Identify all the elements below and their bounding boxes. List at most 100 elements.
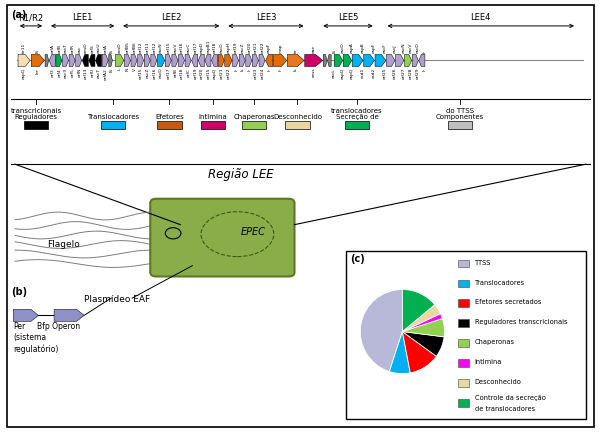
Text: lr: lr — [248, 68, 251, 71]
Polygon shape — [102, 54, 108, 67]
Text: lr: lr — [423, 50, 426, 53]
Text: Componentes: Componentes — [436, 114, 484, 120]
Polygon shape — [205, 54, 211, 67]
Wedge shape — [403, 289, 435, 332]
Polygon shape — [54, 309, 84, 321]
Text: orfB6: orfB6 — [133, 41, 136, 53]
Text: orf28: orf28 — [409, 68, 413, 79]
Text: IS: IS — [109, 49, 113, 53]
Text: LEE5: LEE5 — [338, 13, 358, 22]
Text: L: L — [118, 68, 121, 70]
Polygon shape — [198, 54, 204, 67]
Polygon shape — [287, 54, 304, 67]
Text: orf21: orf21 — [220, 68, 224, 79]
Bar — [458, 379, 469, 387]
Text: escD: escD — [159, 68, 163, 79]
Text: espQ: espQ — [350, 68, 353, 79]
Bar — [448, 121, 472, 129]
Polygon shape — [419, 54, 425, 67]
Polygon shape — [404, 54, 412, 67]
Polygon shape — [76, 54, 82, 67]
Text: tir11: tir11 — [22, 43, 26, 53]
Polygon shape — [305, 54, 323, 67]
Bar — [24, 121, 48, 129]
Text: LEE4: LEE4 — [471, 13, 491, 22]
Text: orf3: orf3 — [50, 68, 54, 76]
Polygon shape — [109, 54, 112, 67]
Text: escZ: escZ — [241, 43, 245, 53]
Polygon shape — [18, 54, 30, 67]
Polygon shape — [212, 54, 218, 67]
Text: lr: lr — [267, 68, 271, 71]
Text: orf17: orf17 — [167, 68, 171, 79]
Text: Desconhecido: Desconhecido — [475, 379, 522, 385]
Bar — [101, 121, 125, 129]
Text: orf12: orf12 — [153, 41, 156, 53]
Text: LEE1: LEE1 — [73, 13, 93, 22]
Ellipse shape — [156, 203, 288, 272]
Polygon shape — [375, 54, 386, 67]
Text: map: map — [279, 44, 282, 53]
Polygon shape — [233, 54, 239, 67]
Polygon shape — [63, 54, 69, 67]
Polygon shape — [69, 54, 75, 67]
Bar — [201, 121, 225, 129]
Polygon shape — [266, 54, 273, 67]
Text: escN: escN — [401, 42, 405, 53]
Text: escN: escN — [159, 42, 163, 53]
Text: orf26: orf26 — [392, 68, 396, 79]
Text: Efetores: Efetores — [155, 114, 184, 120]
Text: orf25: orf25 — [383, 68, 387, 79]
Text: escV: escV — [174, 43, 177, 53]
Text: IS: IS — [109, 68, 113, 72]
Bar — [458, 399, 469, 407]
Polygon shape — [89, 54, 95, 67]
Text: EPEC: EPEC — [241, 227, 266, 238]
Polygon shape — [352, 54, 363, 67]
Text: Região LEE: Região LEE — [207, 168, 273, 181]
Text: Chaperonas: Chaperonas — [475, 339, 515, 345]
Polygon shape — [124, 54, 130, 67]
Text: Intimina: Intimina — [475, 359, 502, 365]
Text: translocadores: translocadores — [331, 108, 383, 114]
Text: orf18: orf18 — [213, 41, 217, 53]
Text: espH: espH — [227, 42, 230, 53]
Text: transcricionais: transcricionais — [10, 108, 62, 114]
Text: tir: tir — [294, 48, 297, 53]
Polygon shape — [192, 54, 198, 67]
Text: N: N — [126, 68, 130, 71]
Text: espB: espB — [361, 42, 364, 53]
Text: orf18: orf18 — [180, 68, 184, 79]
Text: escT: escT — [64, 43, 68, 53]
Polygon shape — [246, 54, 252, 67]
Polygon shape — [96, 54, 102, 67]
Polygon shape — [364, 54, 374, 67]
Text: escC: escC — [187, 43, 191, 53]
Text: csd1: csd1 — [361, 68, 364, 78]
Text: orf21: orf21 — [254, 41, 258, 53]
Polygon shape — [56, 54, 62, 67]
Text: Bfp Operon: Bfp Operon — [37, 322, 80, 331]
Polygon shape — [82, 54, 88, 67]
Polygon shape — [172, 54, 178, 67]
Text: de translocadores: de translocadores — [475, 406, 535, 412]
Text: orf27: orf27 — [401, 68, 405, 79]
Text: esc3: esc3 — [64, 68, 68, 78]
Text: orf23: orf23 — [254, 68, 258, 79]
Wedge shape — [403, 314, 442, 332]
Text: escL: escL — [332, 68, 336, 78]
Text: Flagelo: Flagelo — [47, 240, 79, 249]
Bar — [458, 359, 469, 367]
Bar — [458, 280, 469, 287]
Text: cesD: cesD — [84, 42, 88, 53]
Text: Plasmídeo EAF: Plasmídeo EAF — [84, 295, 150, 304]
Text: Secreção de: Secreção de — [335, 114, 379, 120]
Text: Is: Is — [294, 68, 297, 71]
Text: orf13: orf13 — [84, 68, 88, 79]
Text: escJ: escJ — [392, 44, 396, 53]
Text: TTSS: TTSS — [475, 260, 491, 266]
Text: Efetores secretados: Efetores secretados — [475, 299, 541, 305]
Text: espB1: espB1 — [207, 40, 210, 53]
Polygon shape — [252, 54, 258, 67]
Text: escV: escV — [409, 43, 413, 53]
